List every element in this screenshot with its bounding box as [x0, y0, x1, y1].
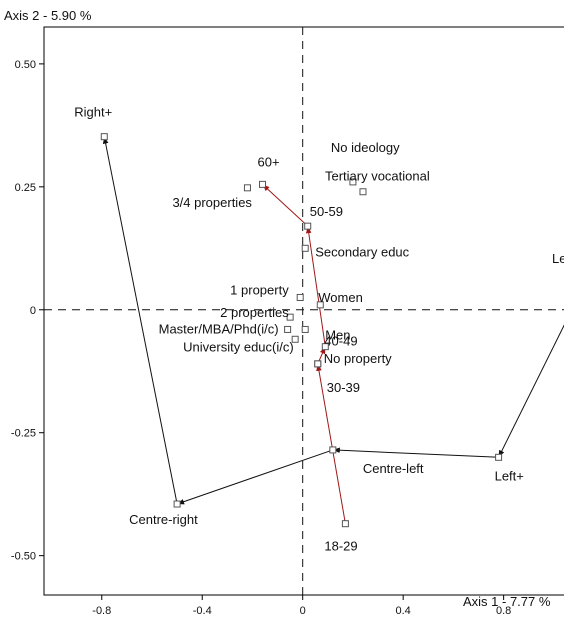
point-labels: Right+ Centre-right Centre-left Left+ Left++…	[74, 105, 564, 554]
point-secondary-educ	[301, 244, 309, 252]
label-centre-left: Centre-left	[363, 461, 424, 476]
x-tick-label: -0.4	[193, 605, 212, 617]
label-no-property: No property	[324, 351, 392, 366]
point-18-29	[341, 520, 349, 528]
point-university-educ-i-c	[291, 335, 299, 343]
path-segment-centre-right-to-right	[102, 136, 178, 505]
x-axis-ticks: -0.8 -0.4 0 0.4 0.8	[92, 595, 511, 617]
y-tick-label: 0	[30, 305, 36, 317]
y-tick-label: -0.50	[11, 551, 36, 563]
point-3-4-properties	[243, 184, 251, 192]
y-axis-ticks: -0.50 -0.25 0 0.25 0.50	[11, 59, 44, 563]
path-segment-centre-left-to-centre-right	[176, 449, 334, 505]
path-segment-left-to-left	[498, 324, 564, 458]
zero-reference-lines	[44, 27, 564, 595]
point-right	[100, 133, 108, 141]
label-right: Right+	[74, 105, 112, 120]
y-axis-title: Axis 2 - 5.90 %	[4, 8, 92, 23]
point-1-property	[296, 293, 304, 301]
plot-frame	[43, 26, 564, 596]
point-60	[259, 180, 267, 188]
point-50-59	[304, 222, 312, 230]
y-tick-label: 0.25	[15, 182, 36, 194]
data-points	[100, 133, 503, 528]
point-women	[316, 301, 324, 309]
path-segment-50-59-to-60	[262, 184, 309, 227]
y-tick-label: -0.25	[11, 428, 36, 440]
label-left: Left+	[495, 468, 524, 483]
label-2-properties: 2 properties	[220, 305, 289, 320]
trajectory-paths	[102, 136, 564, 524]
label-40-49: 40-49	[324, 334, 357, 349]
path-segment-left-to-centre-left	[332, 447, 499, 458]
point-centre-left	[329, 446, 337, 454]
label-60: 60+	[258, 154, 280, 169]
label-women: Women	[318, 290, 363, 305]
label-no-ideology: No ideology	[331, 140, 400, 155]
point-tertiary-vocational	[359, 188, 367, 196]
point-left	[495, 453, 503, 461]
point-men	[301, 325, 309, 333]
label-30-39: 30-39	[327, 380, 360, 395]
label-3-4-properties: 3/4 properties	[172, 195, 252, 210]
point-no-ideology	[349, 178, 357, 186]
label-university-educ-i-c: University educ(i/c)	[183, 339, 294, 354]
point-40-49	[321, 343, 329, 351]
label-50-59: 50-59	[310, 204, 343, 219]
x-tick-label: 0.4	[396, 605, 411, 617]
path-segment-40-49-to-50-59	[305, 226, 326, 347]
point-master-mba-phd-i-c	[284, 325, 292, 333]
x-tick-label: 0	[300, 605, 306, 617]
label-master-mba-phd-i-c: Master/MBA/Phd(i/c)	[159, 321, 279, 336]
y-tick-label: 0.50	[15, 59, 36, 71]
point-centre-right	[173, 500, 181, 508]
label-men: Men	[325, 327, 350, 342]
label-left: Left++	[552, 251, 564, 266]
path-segment-18-29-to-30-39	[316, 363, 346, 524]
point-2-properties	[286, 313, 294, 321]
label-tertiary-vocational: Tertiary vocational	[325, 169, 430, 184]
label-secondary-educ: Secondary educ	[315, 244, 409, 259]
label-centre-right: Centre-right	[129, 512, 198, 527]
x-axis-title: Axis 1 - 7.77 %	[463, 594, 551, 609]
x-tick-label: -0.8	[92, 605, 111, 617]
x-tick-label: 0.8	[496, 605, 511, 617]
point-30-39	[314, 360, 322, 368]
label-1-property: 1 property	[230, 282, 289, 297]
label-18-29: 18-29	[324, 539, 357, 554]
